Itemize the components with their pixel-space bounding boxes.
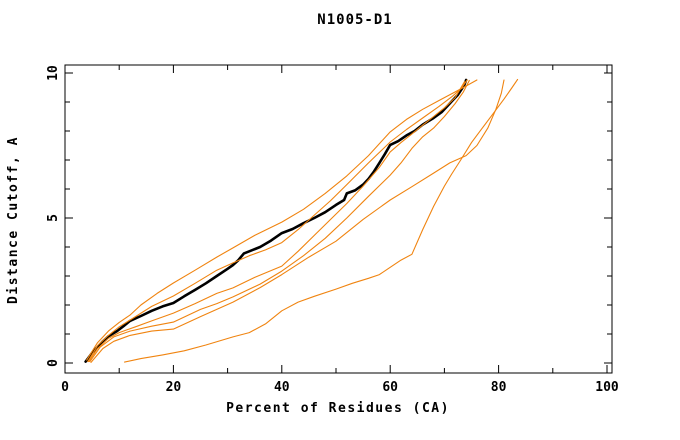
x-tick-label: 100: [595, 380, 619, 395]
x-tick-label: 40: [274, 380, 290, 395]
series-line-prediction-orange-4: [89, 79, 470, 363]
y-tick-label: 0: [46, 359, 61, 367]
chart-title: N1005-D1: [317, 12, 392, 28]
y-tick-label: 10: [46, 65, 61, 81]
series-line-prediction-orange-5: [90, 79, 505, 363]
y-tick-label: 5: [46, 214, 61, 222]
x-tick-label: 60: [382, 380, 398, 395]
series-line-prediction-orange-6-low-sweep: [124, 78, 519, 363]
series-line-reference-black-bold: [84, 78, 468, 363]
y-axis-label: Distance Cutoff, A: [6, 136, 21, 304]
x-tick-label: 20: [166, 380, 182, 395]
series-line-prediction-orange-1: [86, 79, 478, 361]
series-line-prediction-orange-2: [87, 79, 468, 363]
series-line-prediction-orange-3: [88, 81, 466, 363]
x-tick-label: 80: [491, 380, 507, 395]
x-axis-label: Percent of Residues (CA): [226, 401, 450, 416]
x-tick-label: 0: [61, 380, 69, 395]
series-group: [84, 78, 519, 363]
plot-frame: [64, 64, 613, 374]
axes-group: 0 20 40 60 80 100 0 5 10: [46, 64, 619, 395]
